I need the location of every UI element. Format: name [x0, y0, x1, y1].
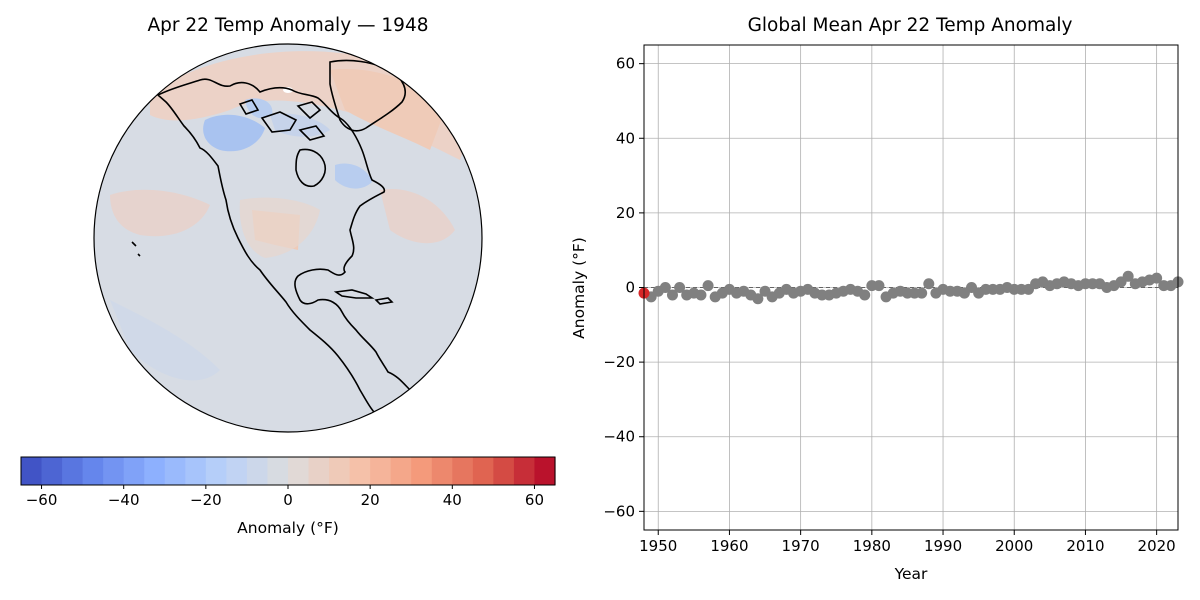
colorbar-cell — [534, 457, 556, 485]
colorbar-cell — [411, 457, 433, 485]
data-point — [752, 293, 764, 305]
y-tick-label: 0 — [625, 279, 635, 297]
colorbar-cell — [185, 457, 207, 485]
colorbar-cell — [452, 457, 474, 485]
colorbar-cell — [21, 457, 43, 485]
x-tick-label: 1990 — [924, 537, 962, 555]
data-point — [873, 280, 885, 292]
colorbar-cell — [82, 457, 104, 485]
colorbar-cell — [472, 457, 494, 485]
data-point — [1122, 270, 1134, 282]
cool-region-labrador — [335, 163, 372, 189]
colorbar-tick-label: −20 — [190, 491, 222, 509]
colorbar-cell — [144, 457, 166, 485]
colorbar-cell — [267, 457, 289, 485]
colorbar-cell — [370, 457, 392, 485]
colorbar-cell — [390, 457, 412, 485]
colorbar-cell — [246, 457, 269, 485]
y-tick-label: −60 — [603, 502, 635, 520]
x-tick-label: 2000 — [995, 537, 1033, 555]
colorbar-cell — [123, 457, 145, 485]
chart-axes: 1950 1960 1970 1980 1990 2000 2010 2020 −60 −40 −2… — [603, 55, 1175, 555]
data-point — [702, 280, 714, 292]
y-tick-label: 20 — [616, 204, 635, 222]
colorbar-label: Anomaly (°F) — [237, 519, 339, 537]
warm-region-atlantic — [380, 189, 455, 244]
data-point — [674, 282, 686, 293]
coastline-hawaii — [131, 241, 141, 257]
y-axis-label: Anomaly (°F) — [570, 237, 588, 339]
colorbar-tick-label: 20 — [361, 491, 380, 509]
coastline-north-america — [156, 78, 414, 419]
x-tick-label: 1960 — [710, 537, 748, 555]
data-point — [923, 278, 935, 290]
colorbar-tick-label: −40 — [108, 491, 140, 509]
x-axis-label: Year — [894, 565, 928, 583]
data-point — [859, 289, 871, 301]
colorbar-cell — [349, 457, 371, 485]
x-tick-label: 1980 — [853, 537, 891, 555]
cool-region-alaska — [203, 114, 265, 152]
x-tick-label: 2010 — [1066, 537, 1104, 555]
colorbar: −60 −40 −20 0 20 40 60 — [20, 456, 556, 509]
colorbar-cell — [41, 457, 63, 485]
warm-region-plains — [239, 197, 320, 258]
plot-frame — [643, 44, 1179, 531]
y-tick-label: 40 — [616, 129, 635, 147]
globe-map — [93, 43, 483, 433]
colorbar-cell — [205, 457, 227, 485]
colorbar-tick-label: 40 — [443, 491, 462, 509]
data-point — [916, 287, 928, 299]
colorbar-tick-label: −60 — [26, 491, 58, 509]
coastline-hudson-bay — [295, 148, 327, 188]
x-tick-label: 2020 — [1138, 537, 1176, 555]
y-tick-label: −20 — [603, 353, 635, 371]
y-tick-label: 60 — [616, 55, 635, 73]
y-tick-label: −40 — [603, 428, 635, 446]
coastline-cuba — [333, 289, 375, 299]
data-points — [638, 270, 1184, 305]
warm-region-pacific — [110, 189, 210, 237]
chart-title: Global Mean Apr 22 Temp Anomaly — [747, 15, 1073, 36]
colorbar-cell — [431, 457, 453, 485]
data-point — [1151, 272, 1163, 284]
colorbar-cell — [329, 457, 351, 485]
map-title: Apr 22 Temp Anomaly — 1948 — [147, 15, 429, 36]
colorbar-cell — [62, 457, 84, 485]
data-point — [659, 282, 671, 293]
colorbar-cell — [288, 457, 310, 485]
data-point — [695, 289, 707, 301]
colorbar-cell — [226, 457, 248, 485]
colorbar-cells — [21, 457, 556, 485]
data-point — [666, 289, 678, 301]
colorbar-tick-label: 60 — [525, 491, 544, 509]
globe-outline — [93, 43, 483, 433]
cool-region-south-pacific — [110, 300, 220, 381]
x-tick-label: 1970 — [782, 537, 820, 555]
colorbar-cell — [164, 457, 186, 485]
coastline-arctic-islands — [260, 111, 298, 133]
x-tick-label: 1950 — [639, 537, 677, 555]
colorbar-cell — [493, 457, 515, 485]
colorbar-cell — [513, 457, 536, 485]
cool-region-yukon — [245, 98, 273, 119]
colorbar-ticks: −60 −40 −20 0 20 40 60 — [26, 485, 544, 509]
colorbar-tick-label: 0 — [283, 491, 293, 509]
colorbar-cell — [103, 457, 125, 485]
colorbar-cell — [308, 457, 330, 485]
